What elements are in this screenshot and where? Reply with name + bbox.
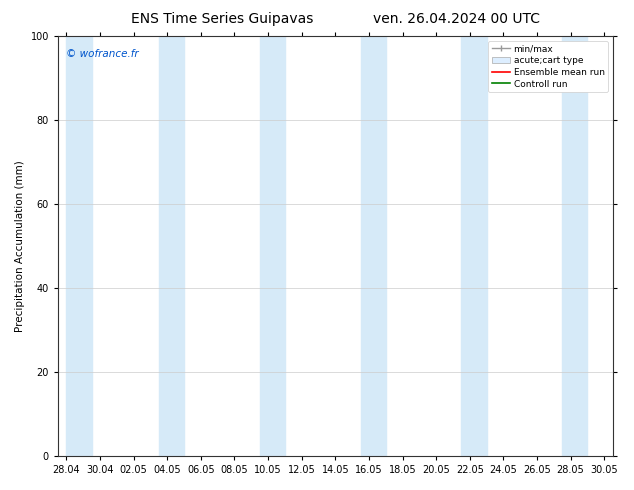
Text: ven. 26.04.2024 00 UTC: ven. 26.04.2024 00 UTC bbox=[373, 12, 540, 26]
Bar bbox=[260, 36, 285, 456]
Bar bbox=[462, 36, 486, 456]
Bar bbox=[361, 36, 385, 456]
Text: © wofrance.fr: © wofrance.fr bbox=[67, 49, 139, 59]
Bar bbox=[562, 36, 588, 456]
Legend: min/max, acute;cart type, Ensemble mean run, Controll run: min/max, acute;cart type, Ensemble mean … bbox=[488, 41, 608, 92]
Bar bbox=[158, 36, 184, 456]
Y-axis label: Precipitation Accumulation (mm): Precipitation Accumulation (mm) bbox=[15, 160, 25, 332]
Text: ENS Time Series Guipavas: ENS Time Series Guipavas bbox=[131, 12, 313, 26]
Bar bbox=[67, 36, 91, 456]
